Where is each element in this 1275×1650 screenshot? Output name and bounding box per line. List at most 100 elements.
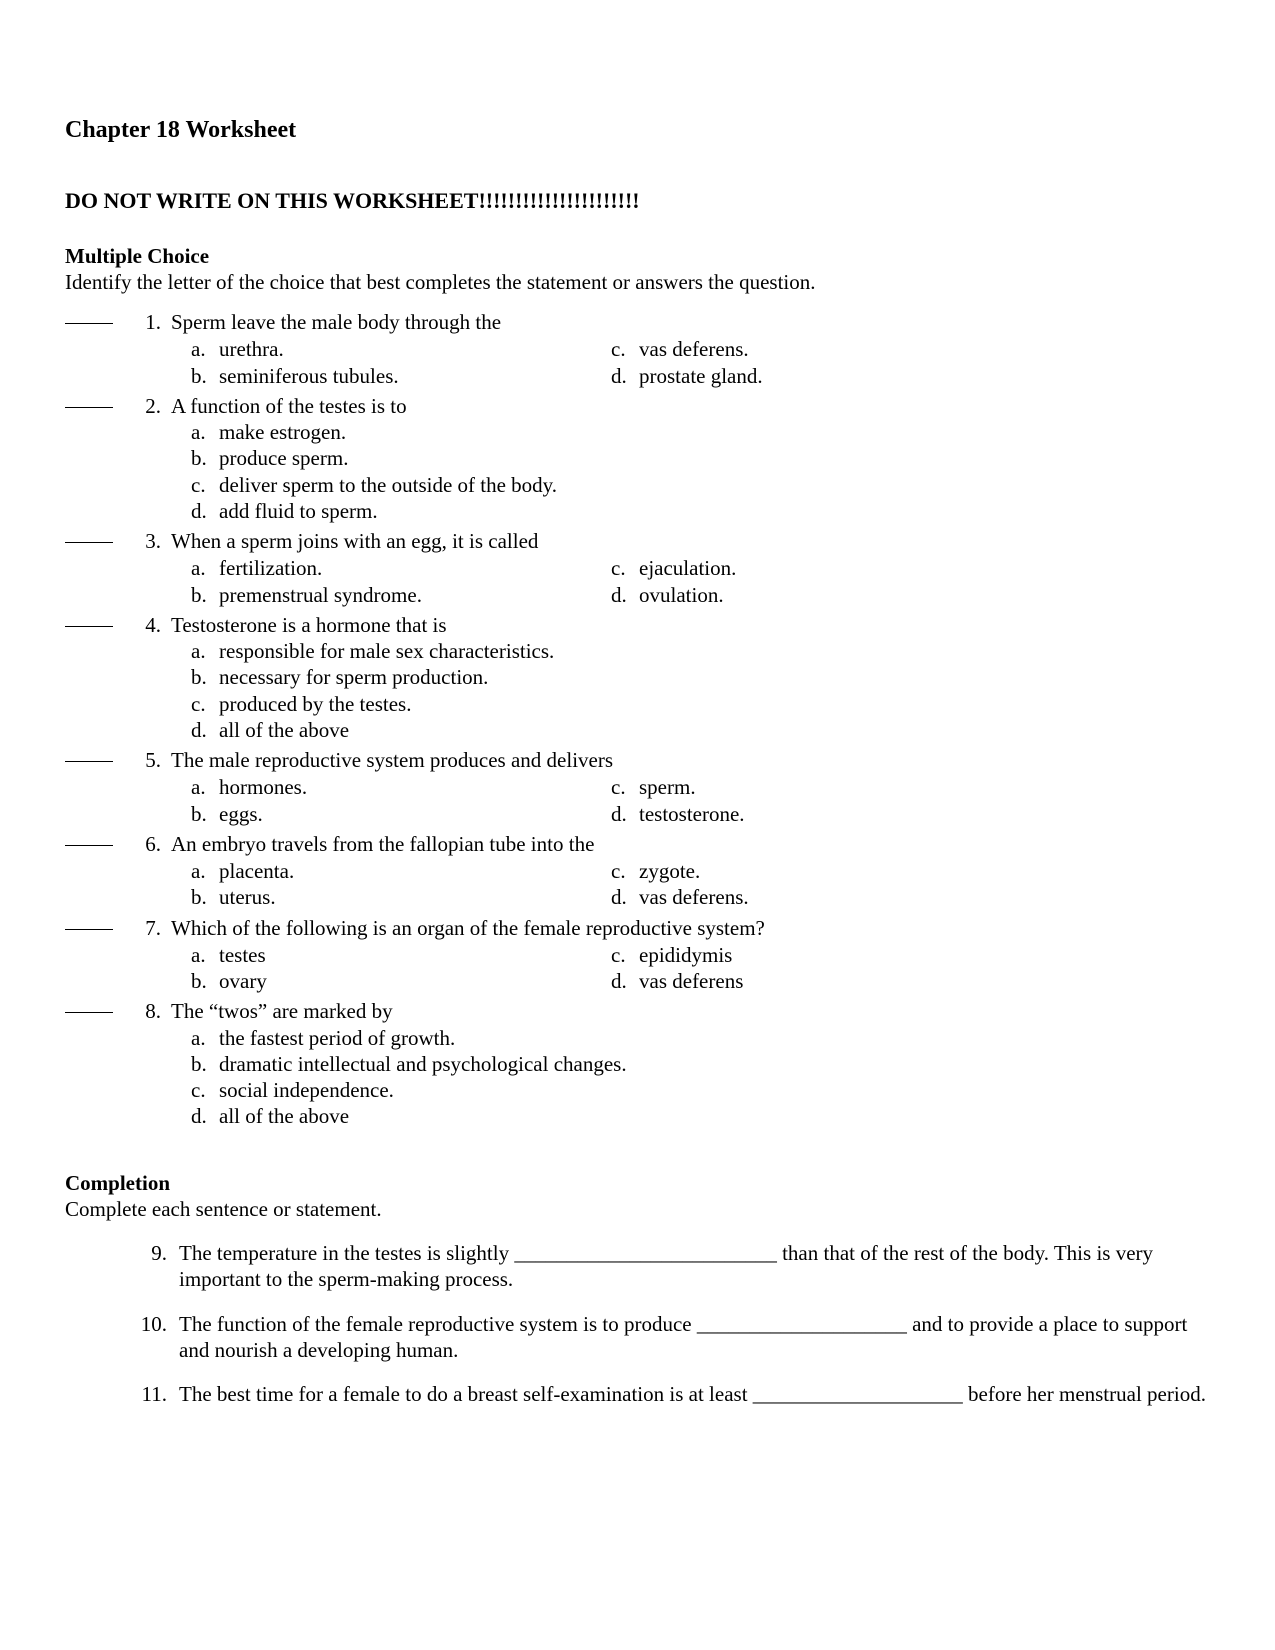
question-stem: Sperm leave the male body through the — [171, 309, 1210, 335]
choice-letter: c. — [611, 858, 639, 884]
choice-letter: a. — [191, 638, 219, 664]
choice-letter: b. — [191, 884, 219, 910]
question-stem: An embryo travels from the fallopian tub… — [171, 831, 1210, 857]
mc-question: 6.An embryo travels from the fallopian t… — [65, 831, 1210, 911]
choice: c.sperm. — [611, 774, 745, 800]
mc-question: 7.Which of the following is an organ of … — [65, 915, 1210, 995]
choice-letter: c. — [611, 336, 639, 362]
choice-letter: d. — [611, 582, 639, 608]
mc-question: 2.A function of the testes is toa.make e… — [65, 393, 1210, 524]
question-body: Testosterone is a hormone that isa.respo… — [171, 612, 1210, 743]
question-body: A function of the testes is toa.make est… — [171, 393, 1210, 524]
choice-letter: b. — [191, 445, 219, 471]
section-completion-instructions: Complete each sentence or statement. — [65, 1196, 1210, 1222]
choice: d.testosterone. — [611, 801, 745, 827]
choice-letter: a. — [191, 336, 219, 362]
choice-letter: d. — [191, 717, 219, 743]
choice-letter: c. — [611, 942, 639, 968]
choice-text: seminiferous tubules. — [219, 363, 399, 389]
choice-letter: d. — [191, 498, 219, 524]
warning-line: DO NOT WRITE ON THIS WORKSHEET!!!!!!!!!!… — [65, 187, 1210, 215]
choice-letter: c. — [191, 472, 219, 498]
choice-text: vas deferens — [639, 968, 743, 994]
choice: a.the fastest period of growth. — [191, 1025, 1210, 1051]
choice-letter: a. — [191, 1025, 219, 1051]
choice-text: social independence. — [219, 1077, 394, 1103]
choice: d.all of the above — [191, 717, 1210, 743]
choice: d.vas deferens. — [611, 884, 749, 910]
choice-text: eggs. — [219, 801, 263, 827]
choice-text: urethra. — [219, 336, 284, 362]
mc-question: 5.The male reproductive system produces … — [65, 747, 1210, 827]
choice-text: produced by the testes. — [219, 691, 411, 717]
choice: c.social independence. — [191, 1077, 1210, 1103]
choice-text: sperm. — [639, 774, 696, 800]
answer-blank[interactable] — [65, 323, 113, 324]
question-number: 10. — [121, 1311, 179, 1337]
completion-question: 10.The function of the female reproducti… — [65, 1311, 1210, 1364]
choice-letter: d. — [611, 363, 639, 389]
question-number: 5. — [121, 747, 171, 773]
question-body: The male reproductive system produces an… — [171, 747, 1210, 827]
question-stem: The male reproductive system produces an… — [171, 747, 1210, 773]
choice-letter: c. — [611, 555, 639, 581]
choice-letter: d. — [611, 884, 639, 910]
answer-blank[interactable] — [65, 845, 113, 846]
choice-letter: d. — [611, 801, 639, 827]
choice-text: uterus. — [219, 884, 276, 910]
choice-text: ejaculation. — [639, 555, 736, 581]
answer-blank[interactable] — [65, 761, 113, 762]
mc-question: 4.Testosterone is a hormone that isa.res… — [65, 612, 1210, 743]
choice: c.zygote. — [611, 858, 749, 884]
question-number: 11. — [121, 1381, 179, 1407]
choice-text: placenta. — [219, 858, 294, 884]
question-number: 9. — [121, 1240, 179, 1266]
choice: b.necessary for sperm production. — [191, 664, 1210, 690]
choice-letter: b. — [191, 1051, 219, 1077]
answer-blank[interactable] — [65, 626, 113, 627]
choice-letter: a. — [191, 774, 219, 800]
answer-blank[interactable] — [65, 1012, 113, 1013]
choice-text: prostate gland. — [639, 363, 763, 389]
answer-blank[interactable] — [65, 407, 113, 408]
choice-text: vas deferens. — [639, 884, 749, 910]
question-body: Sperm leave the male body through thea.u… — [171, 309, 1210, 389]
choice: d.all of the above — [191, 1103, 1210, 1129]
question-number: 6. — [121, 831, 171, 857]
choice-letter: a. — [191, 555, 219, 581]
choice-text: deliver sperm to the outside of the body… — [219, 472, 557, 498]
question-number: 7. — [121, 915, 171, 941]
choice-letter: c. — [611, 774, 639, 800]
choice-text: responsible for male sex characteristics… — [219, 638, 554, 664]
question-number: 1. — [121, 309, 171, 335]
mc-question: 1.Sperm leave the male body through thea… — [65, 309, 1210, 389]
choice-text: all of the above — [219, 1103, 349, 1129]
choice-text: hormones. — [219, 774, 307, 800]
question-stem: A function of the testes is to — [171, 393, 1210, 419]
question-stem: The “twos” are marked by — [171, 998, 1210, 1024]
choice: a.responsible for male sex characteristi… — [191, 638, 1210, 664]
mc-question: 8.The “twos” are marked bya.the fastest … — [65, 998, 1210, 1129]
choice: a.make estrogen. — [191, 419, 1210, 445]
choice: b.eggs. — [191, 801, 591, 827]
choice-letter: b. — [191, 968, 219, 994]
answer-blank[interactable] — [65, 929, 113, 930]
question-body: When a sperm joins with an egg, it is ca… — [171, 528, 1210, 608]
answer-blank[interactable] — [65, 542, 113, 543]
section-multiple-choice-head: Multiple Choice — [65, 243, 1210, 269]
completion-question: 9.The temperature in the testes is sligh… — [65, 1240, 1210, 1293]
choice-text: vas deferens. — [639, 336, 749, 362]
question-stem: Testosterone is a hormone that is — [171, 612, 1210, 638]
question-stem: When a sperm joins with an egg, it is ca… — [171, 528, 1210, 554]
choice: b.ovary — [191, 968, 591, 994]
choice-text: make estrogen. — [219, 419, 346, 445]
choice-text: necessary for sperm production. — [219, 664, 488, 690]
question-number: 3. — [121, 528, 171, 554]
completion-text: The best time for a female to do a breas… — [179, 1381, 1210, 1407]
completion-list: 9.The temperature in the testes is sligh… — [65, 1240, 1210, 1407]
choice-text: the fastest period of growth. — [219, 1025, 455, 1051]
choice-text: add fluid to sperm. — [219, 498, 378, 524]
question-number: 8. — [121, 998, 171, 1024]
choice: b.seminiferous tubules. — [191, 363, 591, 389]
choice-text: dramatic intellectual and psychological … — [219, 1051, 627, 1077]
